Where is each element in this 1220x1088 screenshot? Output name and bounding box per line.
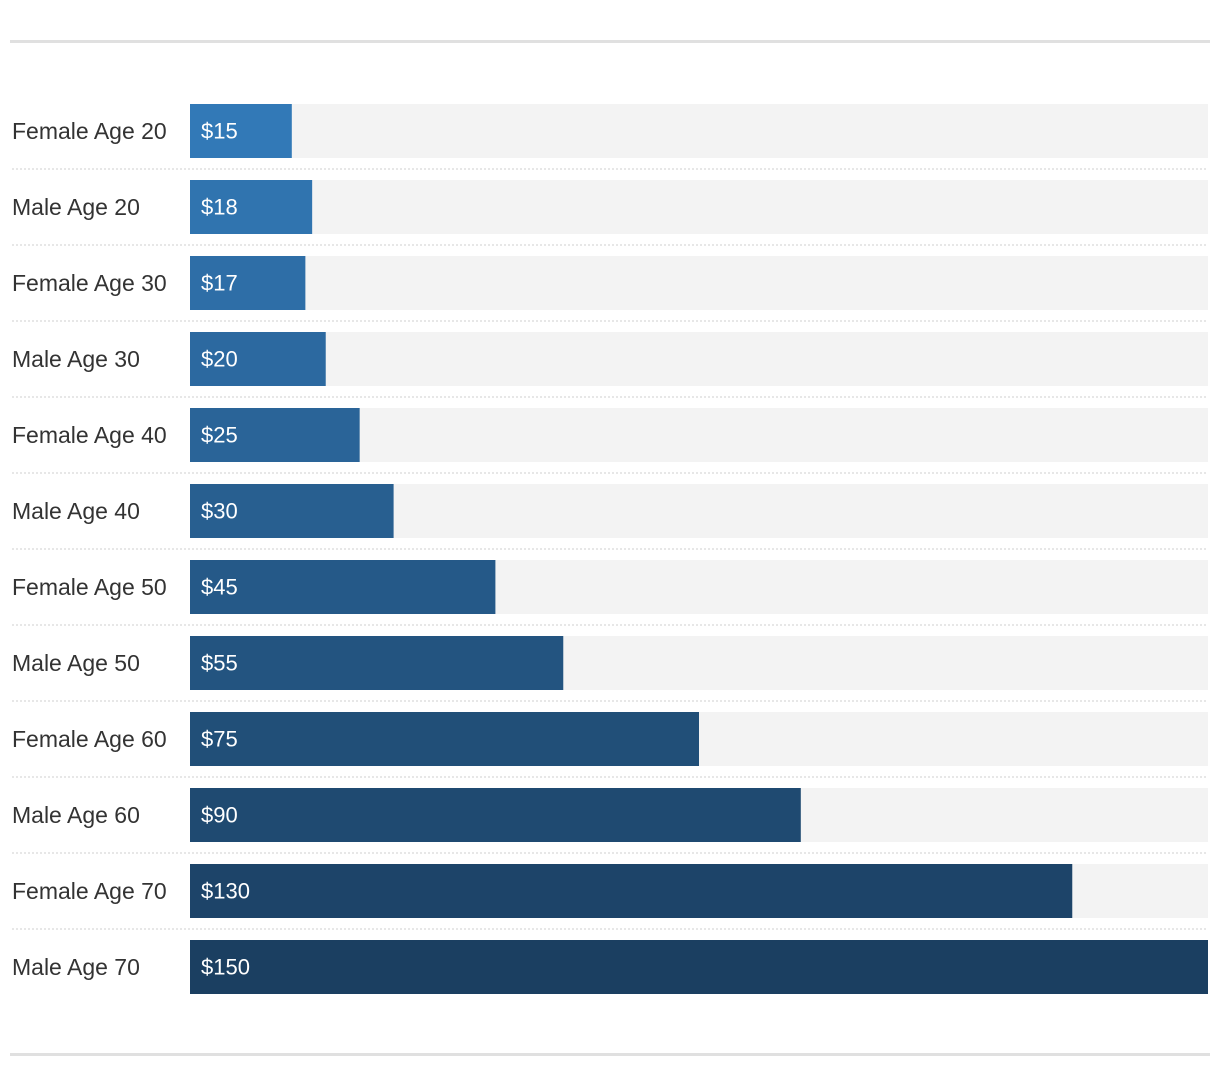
value-label: $18 (201, 195, 238, 220)
value-label: $45 (201, 575, 238, 600)
category-label: Male Age 20 (12, 194, 140, 220)
value-label: $20 (201, 347, 238, 372)
bar (190, 484, 394, 538)
bar (190, 636, 564, 690)
category-label: Female Age 60 (12, 726, 167, 752)
bar (190, 788, 801, 842)
value-label: $130 (201, 879, 250, 904)
value-label: $30 (201, 499, 238, 524)
bar (190, 940, 1208, 994)
bar-track (190, 256, 1208, 310)
category-label: Female Age 30 (12, 270, 167, 296)
bar (190, 180, 313, 234)
category-label: Male Age 30 (12, 346, 140, 372)
category-label: Male Age 70 (12, 954, 140, 980)
bar (190, 712, 699, 766)
value-label: $90 (201, 803, 238, 828)
bar-track (190, 104, 1208, 158)
bottom-rule (10, 1053, 1210, 1056)
value-label: $17 (201, 271, 238, 296)
bar (190, 864, 1073, 918)
category-label: Male Age 60 (12, 802, 140, 828)
category-label: Male Age 50 (12, 650, 140, 676)
bar (190, 332, 326, 386)
bar-track (190, 180, 1208, 234)
bar (190, 104, 292, 158)
bar-track (190, 332, 1208, 386)
value-label: $25 (201, 423, 238, 448)
category-label: Male Age 40 (12, 498, 140, 524)
value-label: $15 (201, 119, 238, 144)
category-label: Female Age 40 (12, 422, 167, 448)
value-label: $75 (201, 727, 238, 752)
category-label: Female Age 70 (12, 878, 167, 904)
bar (190, 256, 306, 310)
value-label: $55 (201, 651, 238, 676)
category-label: Female Age 50 (12, 574, 167, 600)
top-rule (10, 40, 1210, 43)
value-label: $150 (201, 955, 250, 980)
bar (190, 408, 360, 462)
category-label: Female Age 20 (12, 118, 167, 144)
bar (190, 560, 496, 614)
